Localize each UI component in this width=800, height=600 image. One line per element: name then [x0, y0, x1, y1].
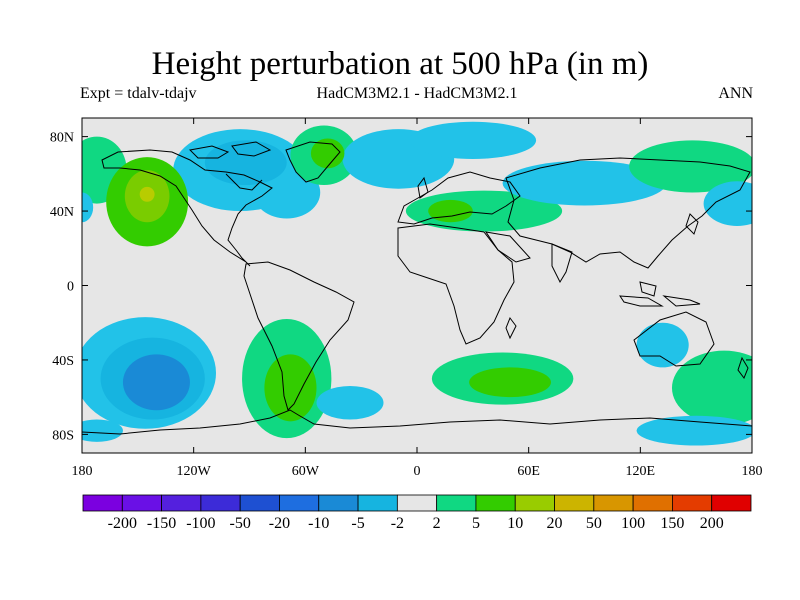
colorbar-swatch: [514, 494, 555, 512]
lat-tick-label: 80S: [52, 428, 74, 443]
lon-tick-label: 120W: [177, 464, 212, 479]
colorbar-label: -50: [230, 515, 251, 532]
colorbar-label: 10: [507, 515, 523, 532]
model-label: HadCM3M2.1 - HadCM3M2.1: [316, 85, 518, 102]
colorbar-swatch: [82, 494, 123, 512]
anomaly-region: [703, 181, 752, 226]
anomaly-region: [636, 322, 689, 368]
anomaly-region: [671, 350, 752, 426]
lon-tick-label: 60W: [292, 464, 320, 479]
colorbar-label: 50: [586, 515, 602, 532]
lon-tick-label: 60E: [517, 464, 540, 479]
colorbar-swatch: [357, 494, 398, 512]
colorbar-swatch: [554, 494, 595, 512]
colorbar-swatch: [121, 494, 162, 512]
lon-tick-label: 180: [742, 464, 763, 479]
colorbar-label: 20: [547, 515, 563, 532]
colorbar-label: -5: [351, 515, 364, 532]
colorbar-swatch: [161, 494, 202, 512]
anomaly-region: [428, 199, 473, 223]
lat-tick-label: 40S: [52, 354, 74, 369]
anomaly-region: [469, 367, 551, 398]
anomaly-region: [409, 121, 537, 159]
chart-title: Height perturbation at 500 hPa (in m): [151, 46, 649, 82]
lat-tick-label: 40N: [50, 205, 74, 220]
colorbar-label: 100: [621, 515, 645, 532]
anomaly-region: [502, 160, 667, 206]
anomaly-region: [629, 140, 752, 193]
colorbar-swatch: [279, 494, 320, 512]
colorbar-label: 2: [433, 515, 441, 532]
colorbar-swatch: [632, 494, 673, 512]
lat-tick-label: 80N: [50, 131, 74, 146]
colorbar-label: 5: [472, 515, 480, 532]
experiment-label: Expt = tdalv-tdajv: [80, 85, 197, 102]
colorbar-label: 150: [660, 515, 684, 532]
colorbar-swatch: [200, 494, 241, 512]
lon-tick-label: 180: [72, 464, 93, 479]
lon-tick-label: 0: [414, 464, 421, 479]
colorbar-swatch: [593, 494, 634, 512]
colorbar-label: -20: [269, 515, 290, 532]
anomaly-region: [316, 386, 384, 420]
anomaly-region: [310, 138, 345, 169]
anomaly-region: [82, 419, 123, 442]
anomaly-region: [82, 192, 94, 223]
anomaly-region: [139, 186, 155, 202]
colorbar-label: -200: [108, 515, 137, 532]
colorbar-label: -100: [186, 515, 215, 532]
colorbar-label: 200: [700, 515, 724, 532]
colorbar-swatch: [318, 494, 359, 512]
colorbar-swatch: [396, 494, 438, 512]
colorbar-label: -150: [147, 515, 176, 532]
anomaly-region: [264, 354, 317, 422]
colorbar-swatch: [711, 494, 752, 512]
map-axes: 80N 40N 0 40S 80S 180 120W 60W 0 60E 120E 180: [50, 118, 763, 479]
colorbar-swatch: [672, 494, 713, 512]
colorbar-swatch: [475, 494, 516, 512]
colorbar-swatch: [239, 494, 280, 512]
lat-tick-label: 0: [67, 280, 74, 295]
season-label: ANN: [718, 85, 753, 102]
anomaly-region: [636, 415, 752, 446]
colorbar-label: -2: [391, 515, 404, 532]
colorbar: -200 -150 -100 -50 -20 -10 -5 -2 2 5 10 20 50 100 150 2…: [82, 494, 752, 532]
lon-tick-label: 120E: [626, 464, 656, 479]
anomaly-region: [122, 354, 190, 411]
coastlines: [82, 141, 752, 435]
colorbar-label: -10: [308, 515, 329, 532]
colorbar-swatch: [436, 494, 477, 512]
anomaly-region: [204, 140, 287, 186]
